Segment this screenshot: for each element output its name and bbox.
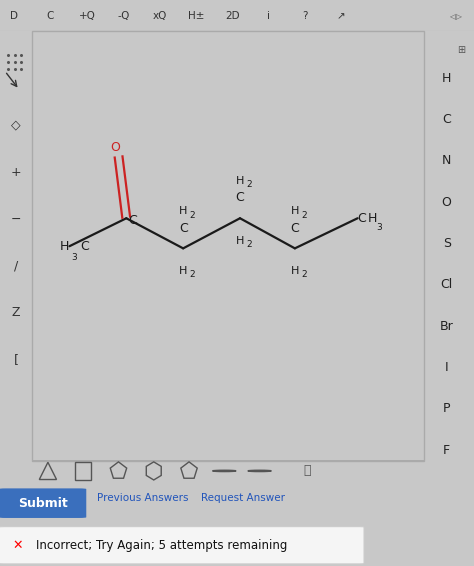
Text: S: S	[443, 237, 451, 250]
Text: i: i	[267, 11, 270, 21]
Text: −: −	[11, 213, 21, 225]
Text: H: H	[60, 240, 70, 252]
Text: P: P	[443, 402, 450, 415]
Text: I: I	[445, 361, 448, 374]
Text: C: C	[47, 11, 54, 21]
Text: 2: 2	[246, 181, 252, 190]
Text: [: [	[14, 354, 18, 366]
Text: H: H	[291, 267, 299, 276]
Text: Submit: Submit	[18, 497, 67, 509]
Text: /: /	[14, 260, 18, 272]
Text: C: C	[179, 222, 188, 234]
Text: H: H	[236, 176, 244, 186]
Text: ◇: ◇	[11, 119, 21, 131]
Text: D: D	[10, 11, 18, 21]
Text: ✕: ✕	[13, 539, 23, 551]
FancyBboxPatch shape	[0, 488, 86, 518]
Text: 2: 2	[190, 270, 195, 279]
Text: 2D: 2D	[225, 11, 239, 21]
Text: ⛰: ⛰	[303, 465, 310, 477]
Text: 2: 2	[246, 240, 252, 249]
Text: H: H	[367, 212, 377, 225]
Text: Br: Br	[440, 320, 454, 333]
Text: F: F	[443, 444, 450, 457]
Text: H: H	[236, 237, 244, 246]
Text: C: C	[357, 212, 366, 225]
Text: C: C	[128, 214, 137, 227]
Text: O: O	[442, 196, 452, 209]
Text: 2: 2	[301, 270, 307, 279]
Text: H: H	[179, 267, 187, 276]
Text: Previous Answers: Previous Answers	[97, 493, 189, 503]
Text: Incorrect; Try Again; 5 attempts remaining: Incorrect; Try Again; 5 attempts remaini…	[36, 539, 287, 551]
Text: Cl: Cl	[440, 278, 453, 291]
Text: 2: 2	[301, 211, 307, 220]
Text: H: H	[179, 206, 187, 216]
Text: O: O	[110, 141, 120, 154]
Text: H: H	[442, 72, 451, 84]
Text: C: C	[291, 222, 299, 234]
Text: ?: ?	[302, 11, 308, 21]
FancyBboxPatch shape	[0, 526, 364, 564]
Text: H±: H±	[188, 11, 204, 21]
Text: ◁▷: ◁▷	[448, 12, 462, 21]
Text: H: H	[291, 206, 299, 216]
Text: C: C	[236, 191, 245, 204]
Text: +Q: +Q	[79, 11, 95, 21]
Text: Z: Z	[12, 307, 20, 319]
Text: N: N	[442, 155, 451, 168]
Text: Request Answer: Request Answer	[201, 493, 285, 503]
Text: C: C	[81, 240, 89, 252]
Text: xQ: xQ	[153, 11, 167, 21]
Text: 3: 3	[72, 254, 77, 262]
Text: ⊞: ⊞	[457, 45, 465, 55]
Text: ↗: ↗	[337, 11, 346, 21]
Text: 2: 2	[190, 211, 195, 220]
Text: -Q: -Q	[117, 11, 129, 21]
Text: C: C	[442, 113, 451, 126]
Text: 3: 3	[376, 223, 382, 232]
Text: +: +	[11, 166, 21, 178]
